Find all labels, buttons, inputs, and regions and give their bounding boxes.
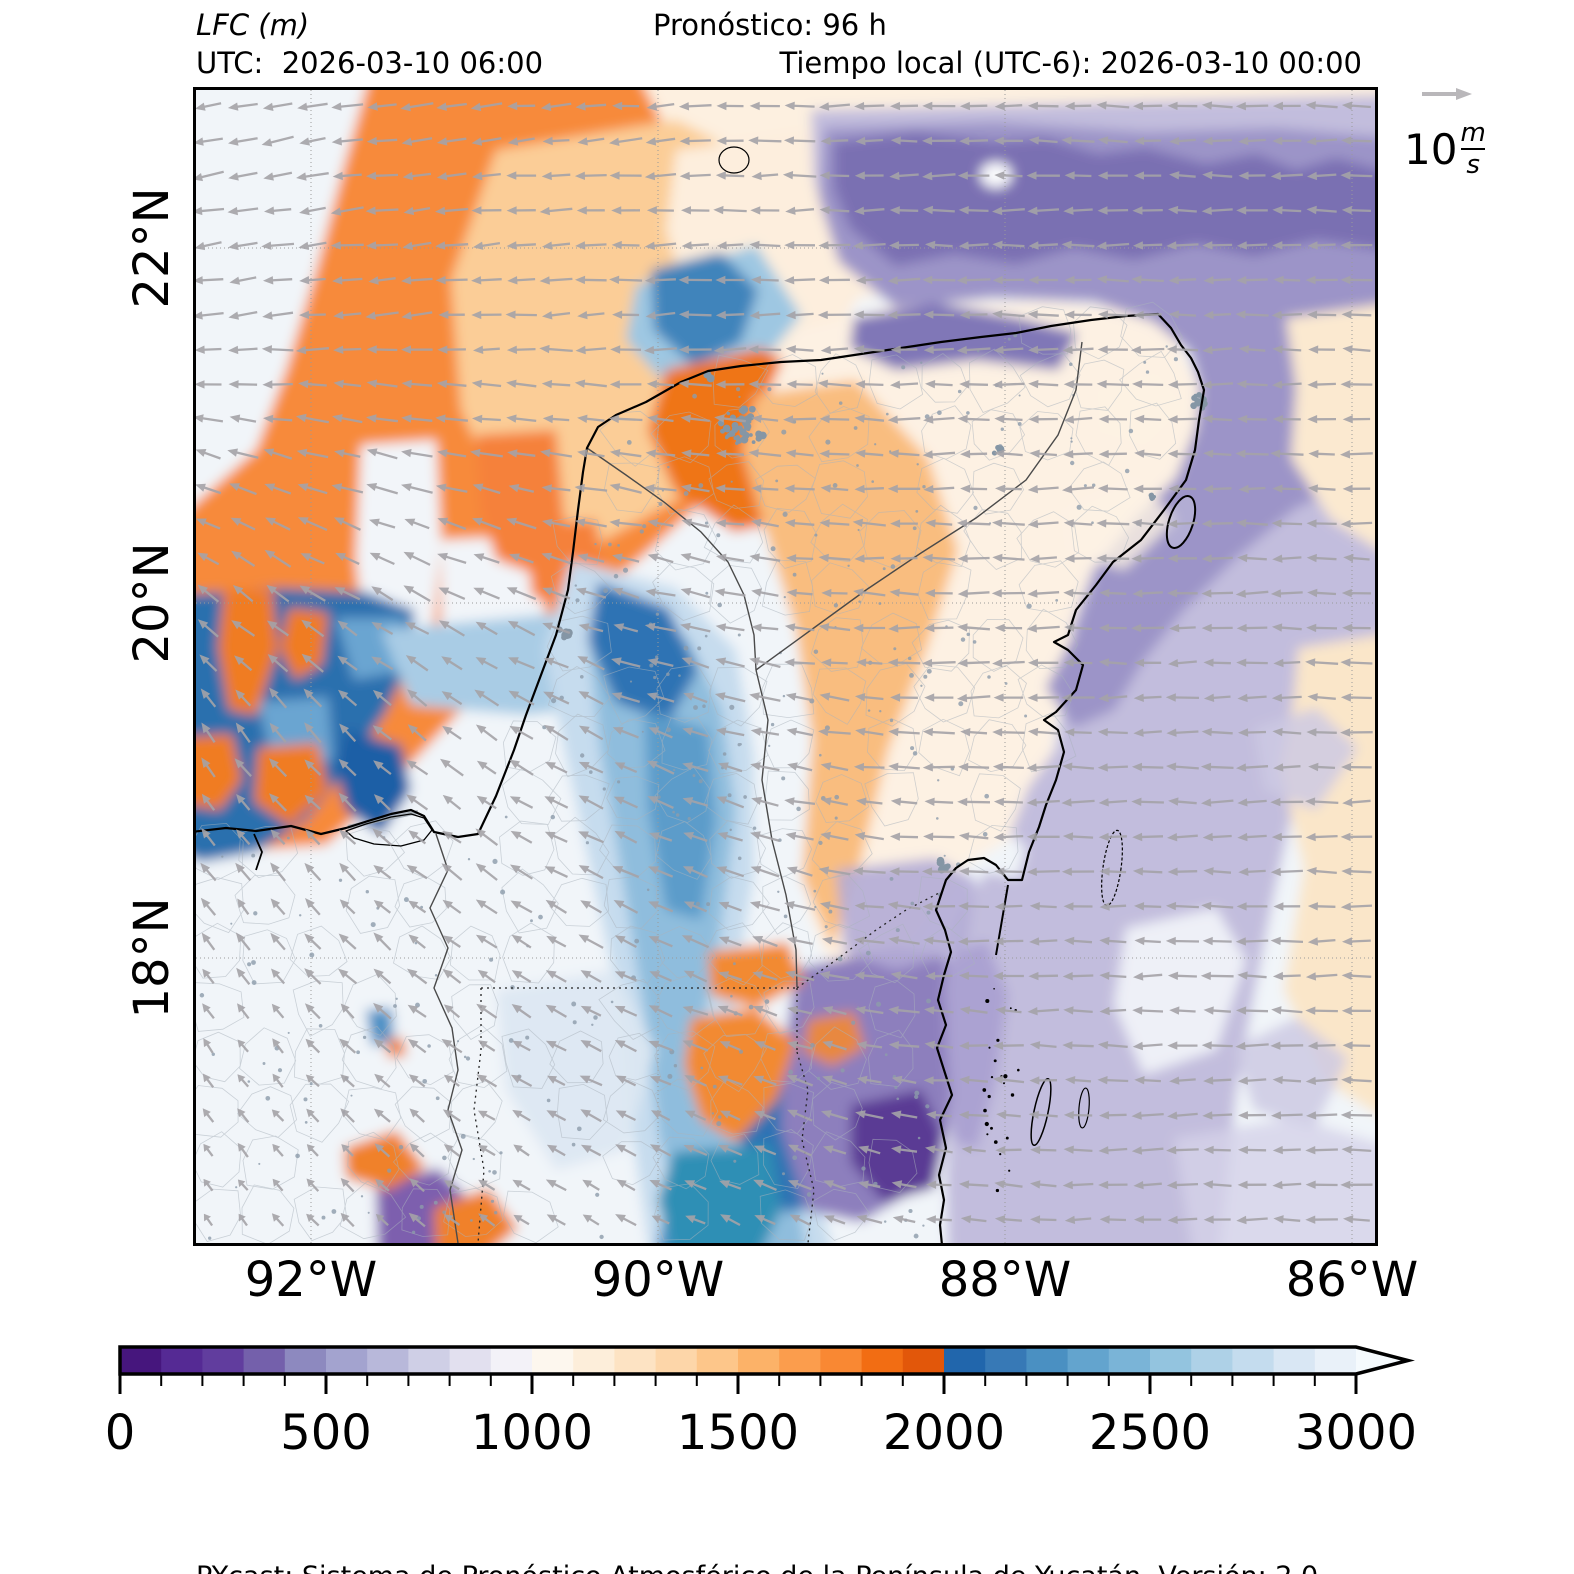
colorbar-tick-label: 0 — [104, 1405, 136, 1461]
international-borders — [473, 891, 942, 1243]
islands — [718, 146, 1197, 1147]
variable-title: LFC (m) — [196, 8, 310, 42]
colorbar — [118, 1345, 1415, 1394]
island-cozumel — [1165, 495, 1197, 549]
island-lighthouse-reef — [1078, 1087, 1090, 1129]
colorbar-ticks — [118, 1374, 1358, 1394]
map-panel — [193, 87, 1378, 1246]
forecast-hour-label: Pronóstico: 96 h — [653, 8, 887, 42]
fraction-bar — [1461, 148, 1486, 150]
lfc-map — [196, 90, 1375, 1243]
footer-line1: PYcast: Sistema de Pronóstico Atmosféric… — [196, 1559, 1327, 1574]
colorbar-tick-label: 2500 — [1088, 1405, 1212, 1461]
x-tick-label: 88°W — [938, 1252, 1072, 1308]
y-tick-label: 22°N — [124, 187, 180, 309]
island-turneffe — [1030, 1077, 1052, 1147]
wind-speed-units: m s — [1460, 118, 1486, 180]
lfc-field — [196, 90, 1375, 1243]
y-tick-label: 20°N — [124, 542, 180, 664]
colorbar-tick-label: 1000 — [470, 1405, 594, 1461]
x-tick-label: 90°W — [591, 1252, 725, 1308]
graticule — [196, 90, 1375, 1243]
wind-speed-value: 10 — [1404, 124, 1458, 174]
colorbar-segments — [120, 1347, 1357, 1374]
y-tick-label: 18°N — [124, 897, 180, 1019]
colorbar-tick-label: 1500 — [676, 1405, 800, 1461]
wind-arrows — [196, 101, 1373, 1228]
colorbar-tick-label: 500 — [280, 1405, 372, 1461]
colorbar-outline — [118, 1345, 1415, 1376]
island-alacranes — [718, 146, 750, 174]
utc-time-label: UTC: 2026-03-10 06:00 — [196, 46, 544, 80]
city-progreso — [703, 370, 715, 383]
x-tick-label: 92°W — [244, 1252, 378, 1308]
colorbar-tick-label: 3000 — [1294, 1405, 1418, 1461]
wind-reference-label: 10 m s — [1404, 120, 1486, 178]
x-tick-label: 86°W — [1285, 1252, 1419, 1308]
admin-boundaries — [196, 301, 1183, 1243]
city-merida — [717, 405, 767, 445]
belize-cayes — [982, 987, 1020, 1193]
local-time-label: Tiempo local (UTC-6): 2026-03-10 00:00 — [779, 46, 1362, 80]
state-borders — [429, 341, 1083, 1243]
coastline — [196, 312, 1206, 1243]
colorbar-extend-arrow — [1356, 1347, 1408, 1374]
colorbar-tick-label: 2000 — [882, 1405, 1006, 1461]
wind-reference-arrow — [1422, 88, 1472, 100]
footer-credits: PYcast: Sistema de Pronóstico Atmosféric… — [196, 1489, 1327, 1574]
city-playa-del-carmen — [1148, 492, 1156, 501]
